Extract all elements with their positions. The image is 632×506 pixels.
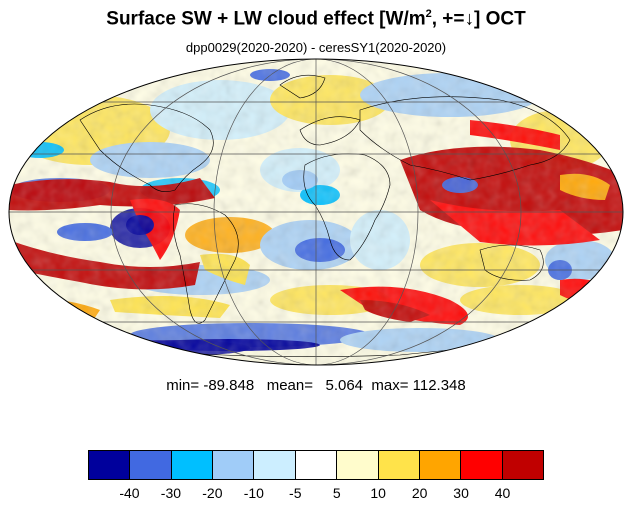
colorbar-tick-label: -5 xyxy=(289,485,302,501)
colorbar-swatch xyxy=(337,451,379,479)
colorbar-swatch xyxy=(502,451,543,479)
colorbar-swatch xyxy=(461,451,503,479)
colorbar-tick-label: -20 xyxy=(202,485,223,501)
stats-line: min= -89.848 mean= 5.064 max= 112.348 xyxy=(166,377,466,394)
plot-title: Surface SW + LW cloud effect [W/m2, +=↓]… xyxy=(106,8,526,30)
colorbar-tick-label: -30 xyxy=(160,485,182,501)
colorbar-tick-label: -40 xyxy=(119,485,140,501)
mollweide-map xyxy=(8,58,624,366)
colorbar-swatch xyxy=(130,451,172,479)
colorbar-tick-label: 20 xyxy=(411,485,428,501)
plot-subtitle: dpp0029(2020-2020) - ceresSY1(2020-2020) xyxy=(185,40,447,55)
colorbar-swatch xyxy=(378,451,420,479)
colorbar-tick-label: -10 xyxy=(243,485,264,501)
colorbar-swatch xyxy=(171,451,214,479)
colorbar-tick-label: 40 xyxy=(494,485,511,501)
colorbar-swatch xyxy=(295,451,338,479)
colorbar-swatch xyxy=(213,451,255,479)
colorbar-tick-label: 30 xyxy=(453,485,469,501)
colorbar-swatch xyxy=(89,451,131,479)
colorbar-ticks: -40 -30 -20 -10 -5 5 10 20 30 40 xyxy=(88,485,544,503)
graticule xyxy=(9,59,623,365)
colorbar-swatch xyxy=(419,451,462,479)
colorbar-tick-label: 10 xyxy=(370,485,386,501)
globe-outline xyxy=(8,58,624,366)
colorbar-tick-label: 5 xyxy=(332,485,341,501)
colorbar-swatch xyxy=(254,451,296,479)
colorbar xyxy=(88,450,544,480)
